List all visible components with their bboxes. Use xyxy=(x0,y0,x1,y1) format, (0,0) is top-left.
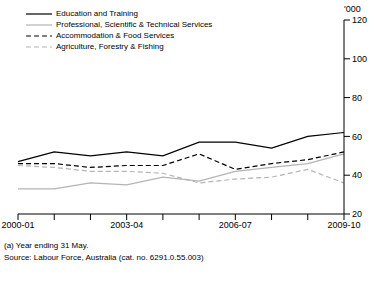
html-text:Professional, Scientific & Tec: Professional, Scientific & Technical Ser… xyxy=(56,20,213,29)
html-text:'000: '000 xyxy=(344,4,361,14)
svg-text:120: 120 xyxy=(352,15,367,25)
svg-text:60: 60 xyxy=(352,132,362,142)
svg-text:2000-01: 2000-01 xyxy=(8,220,35,230)
svg-text:2009-10: 2009-10 xyxy=(327,220,360,230)
svg-text:20: 20 xyxy=(352,209,362,219)
svg-text:40: 40 xyxy=(352,170,362,180)
svg-text:80: 80 xyxy=(352,93,362,103)
html-text:Source: Labour Force, Australi: Source: Labour Force, Australia (cat. no… xyxy=(4,253,204,262)
html-text:(a) Year ending 31 May.: (a) Year ending 31 May. xyxy=(4,241,89,250)
svg-text:100: 100 xyxy=(352,54,367,64)
svg-text:2003-04: 2003-04 xyxy=(110,220,143,230)
html-text:Agriculture, Forestry & Fishin: Agriculture, Forestry & Fishing xyxy=(56,42,164,51)
html-text:Education and Training: Education and Training xyxy=(56,9,138,18)
html-text:Accommodation & Food Services: Accommodation & Food Services xyxy=(56,31,175,40)
svg-text:2006-07: 2006-07 xyxy=(219,220,252,230)
